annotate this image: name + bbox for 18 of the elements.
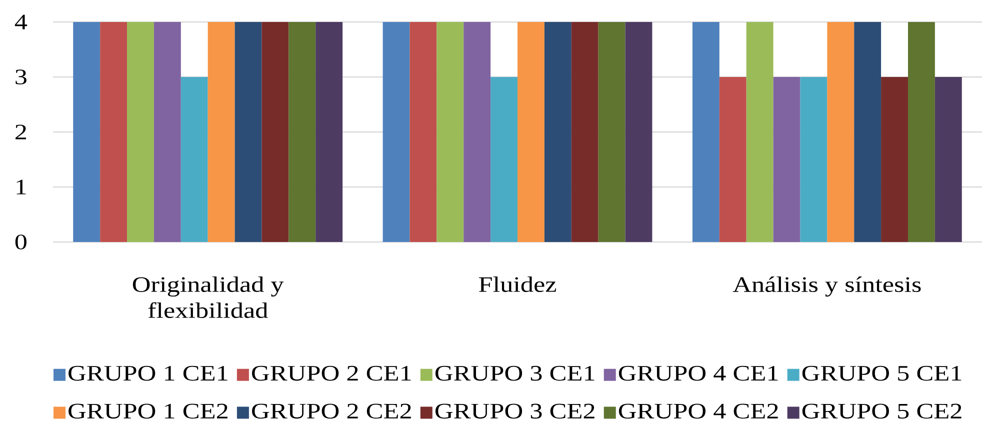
y-tick-label: 2 [16,124,26,140]
legend-label: GRUPO 2 CE1 [252,366,411,381]
y-tick-label: 1 [16,180,26,194]
legend-label: GRUPO 1 CE1 [68,366,228,381]
y-tick-label: 0 [15,234,26,250]
y-tick-label: 4 [14,14,28,30]
legend-label: GRUPO 5 CE2 [802,404,962,419]
legend-label: GRUPO 3 CE1 [435,366,594,381]
x-tick-label: Análisis y síntesis [732,276,921,297]
legend-label: GRUPO 4 CE1 [618,366,778,381]
legend-label: GRUPO 4 CE2 [618,404,778,419]
x-tick-label: Fluidez [478,276,556,292]
x-tick-label: Originalidad y flexibilidad [132,276,284,318]
legend-label: GRUPO 1 CE2 [68,404,228,419]
legend-label: GRUPO 5 CE1 [802,366,962,381]
y-tick-label: 3 [16,70,26,84]
legend-label: GRUPO 3 CE2 [435,404,594,419]
legend-label: GRUPO 2 CE2 [252,404,411,419]
